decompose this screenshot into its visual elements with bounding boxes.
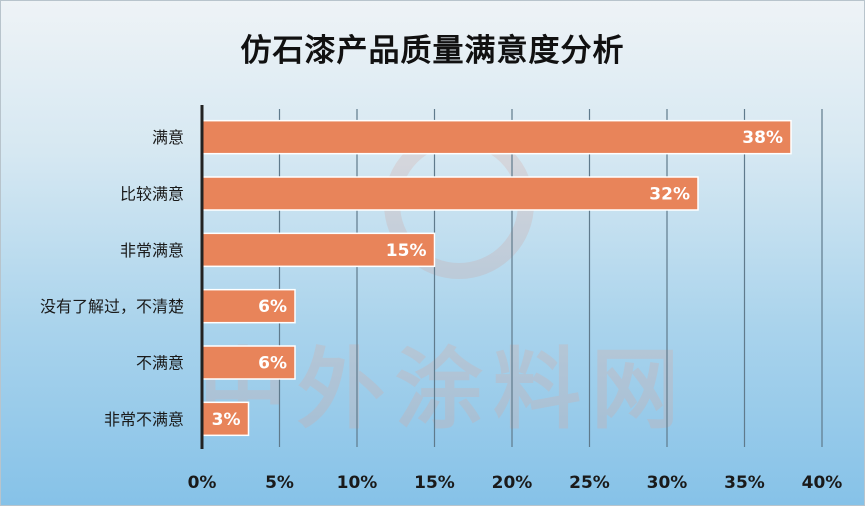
- chart-title: 仿石漆产品质量满意度分析: [240, 33, 625, 69]
- category-label: 不满意: [136, 354, 184, 373]
- category-label: 满意: [152, 128, 184, 147]
- x-tick-label: 40%: [802, 473, 843, 493]
- bar: [201, 119, 792, 155]
- category-label: 没有了解过，不清楚: [40, 297, 184, 316]
- data-label: 15%: [386, 241, 427, 261]
- x-tick-label: 15%: [414, 473, 455, 493]
- data-label: 6%: [258, 297, 287, 317]
- x-tick-label: 10%: [337, 473, 378, 493]
- category-label: 比较满意: [120, 185, 184, 204]
- category-label: 非常满意: [120, 241, 184, 260]
- x-tick-label: 25%: [569, 473, 610, 493]
- data-label: 6%: [258, 354, 287, 374]
- category-label: 非常不满意: [104, 410, 184, 429]
- x-tick-label: 30%: [647, 473, 688, 493]
- data-label: 3%: [212, 410, 241, 430]
- x-tick-label: 5%: [265, 473, 294, 493]
- x-tick-label: 0%: [188, 473, 217, 493]
- bar: [201, 345, 296, 380]
- bar: [201, 176, 699, 211]
- x-tick-label: 35%: [724, 473, 765, 493]
- x-tick-label: 20%: [492, 473, 533, 493]
- data-label: 32%: [649, 185, 690, 205]
- bar: [201, 401, 250, 437]
- bar: [201, 288, 296, 324]
- data-label: 38%: [742, 128, 783, 148]
- bar: [201, 232, 436, 268]
